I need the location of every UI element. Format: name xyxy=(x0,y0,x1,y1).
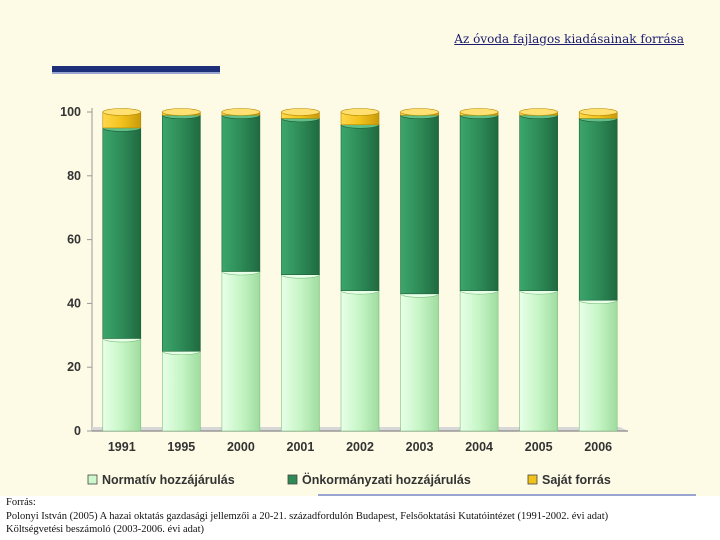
bar-segment xyxy=(578,114,618,301)
source-note: Forrás: Polonyi István (2005) A hazai ok… xyxy=(6,496,718,537)
bar-segment xyxy=(102,124,142,339)
bar-segment xyxy=(400,290,439,432)
bar-segment xyxy=(281,114,320,275)
legend-label: Saját forrás xyxy=(542,473,611,487)
source-line-2: Költségvetési beszámoló (2003-2006. évi … xyxy=(6,524,204,535)
bar-segment xyxy=(519,111,558,291)
bar-segment xyxy=(162,111,201,352)
bar-segment xyxy=(400,108,439,116)
bar-segment xyxy=(340,108,380,126)
legend-swatch xyxy=(87,474,98,485)
bar-segment xyxy=(519,108,558,116)
bar-segment xyxy=(459,286,499,432)
x-tick-label: 2004 xyxy=(465,440,493,454)
bar-segment xyxy=(102,334,142,432)
bar-segment xyxy=(459,111,499,291)
y-tick-label: 40 xyxy=(67,296,81,310)
bar-segment xyxy=(340,120,380,291)
bar-segment xyxy=(221,108,261,116)
bar-segment xyxy=(519,286,558,432)
bar-segment xyxy=(340,286,380,432)
slide-title: Az óvoda fajlagos kiadásainak forrása xyxy=(454,32,684,46)
y-tick-label: 100 xyxy=(60,105,81,119)
y-tick-label: 20 xyxy=(67,360,81,374)
legend-item: Normatív hozzájárulás xyxy=(87,473,235,487)
x-tick-label: 2000 xyxy=(227,440,255,454)
x-tick-label: 1995 xyxy=(167,440,195,454)
decorative-rule-top xyxy=(52,66,220,72)
x-tick-label: 2003 xyxy=(406,440,434,454)
stacked-bar-chart: 0 20 40 60 80 100 1991 1995 2000 2001 2002 2003 2004… xyxy=(60,105,628,487)
x-tick-label: 2001 xyxy=(287,440,315,454)
bar-segment xyxy=(102,108,142,129)
bar-segment xyxy=(162,108,201,116)
source-label: Forrás: xyxy=(6,497,36,508)
bar-segment xyxy=(281,270,320,432)
y-tick-label: 0 xyxy=(74,424,81,438)
bar-segment xyxy=(578,108,618,119)
bar-segment xyxy=(281,108,320,119)
bar-segment xyxy=(459,108,499,116)
bar-segment xyxy=(221,111,261,272)
x-tick-label: 2005 xyxy=(525,440,553,454)
y-tick-label: 80 xyxy=(67,169,81,183)
legend-swatch xyxy=(527,474,538,485)
legend-item: Saját forrás xyxy=(527,473,611,487)
source-line-1: Polonyi István (2005) A hazai oktatás ga… xyxy=(6,510,609,522)
bar-segment xyxy=(400,111,439,295)
legend-item: Önkormányzati hozzájárulás xyxy=(287,472,471,487)
x-tick-label: 2002 xyxy=(346,440,374,454)
bar-segment xyxy=(162,347,201,432)
x-tick-label: 2006 xyxy=(584,440,612,454)
legend-label: Normatív hozzájárulás xyxy=(102,473,235,487)
y-tick-label: 60 xyxy=(67,233,81,247)
legend-swatch xyxy=(287,474,298,485)
bar-segment xyxy=(221,267,261,432)
legend-label: Önkormányzati hozzájárulás xyxy=(302,472,471,487)
bar-segment xyxy=(578,296,618,432)
x-tick-label: 1991 xyxy=(108,440,136,454)
